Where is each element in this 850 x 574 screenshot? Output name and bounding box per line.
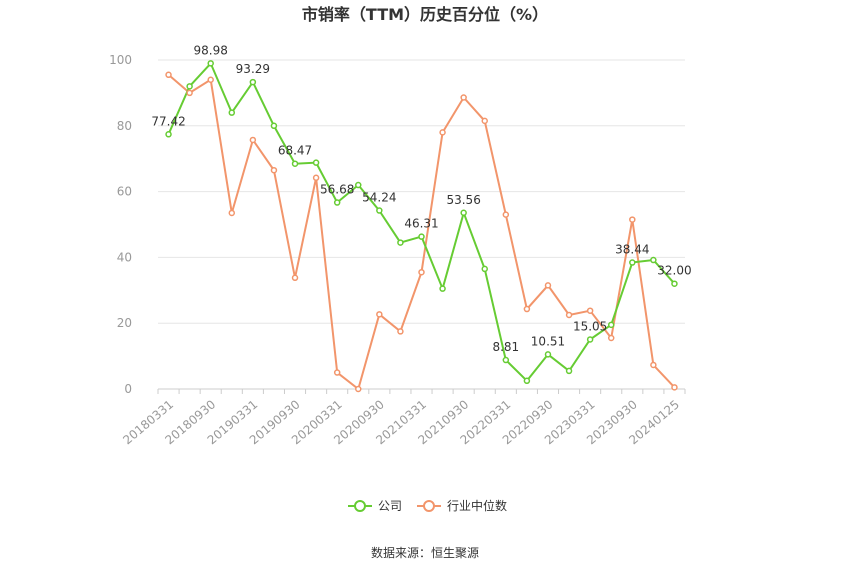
data-label: 15.05 xyxy=(573,319,607,333)
data-label: 98.98 xyxy=(194,43,228,57)
data-point xyxy=(418,268,425,276)
data-point xyxy=(481,265,488,273)
data-point xyxy=(312,159,320,166)
data-label: 32.00 xyxy=(657,264,691,278)
y-tick-label: 0 xyxy=(124,382,132,396)
data-point xyxy=(270,166,278,174)
legend-label: 行业中位数 xyxy=(447,498,507,513)
data-point xyxy=(671,384,678,391)
series-points xyxy=(165,60,678,393)
data-point xyxy=(586,307,594,314)
legend-marker xyxy=(423,500,435,512)
data-label: 10.51 xyxy=(531,334,565,348)
data-point xyxy=(502,356,510,364)
data-point xyxy=(355,385,362,393)
data-point xyxy=(165,71,172,79)
chart-title: 市销率（TTM）历史百分位（%） xyxy=(302,5,548,24)
data-point xyxy=(565,367,573,375)
data-point xyxy=(650,256,657,264)
legend-item[interactable]: 公司 xyxy=(348,499,402,513)
data-point xyxy=(397,328,404,335)
data-point xyxy=(481,117,488,125)
data-point xyxy=(650,361,657,369)
data-point xyxy=(165,131,172,138)
data-point xyxy=(291,160,299,167)
data-point xyxy=(270,122,278,130)
y-tick-label: 100 xyxy=(109,53,132,67)
data-label: 68.47 xyxy=(278,144,312,158)
legend[interactable]: 公司 行业中位数 xyxy=(348,498,507,513)
data-point xyxy=(460,209,467,217)
data-point xyxy=(460,94,467,101)
legend-item[interactable]: 行业中位数 xyxy=(417,498,507,513)
data-label: 38.44 xyxy=(615,243,649,257)
data-point xyxy=(249,136,257,144)
y-tick-label: 40 xyxy=(117,250,132,264)
legend-marker xyxy=(354,500,366,512)
data-point xyxy=(228,109,236,116)
series-line-industry-median xyxy=(167,74,676,391)
data-point xyxy=(228,209,236,217)
data-point xyxy=(333,369,341,376)
data-point xyxy=(397,239,404,246)
data-point xyxy=(586,336,594,343)
grid xyxy=(158,59,685,324)
data-point xyxy=(544,282,552,289)
data-point xyxy=(207,76,214,83)
data-label: 8.81 xyxy=(492,340,519,354)
data-point xyxy=(186,89,193,97)
data-point xyxy=(629,259,636,266)
y-axis-ticks: 0 20 40 60 80 100 xyxy=(109,53,132,396)
data-point xyxy=(671,280,678,287)
data-label: 56.68 xyxy=(320,183,354,197)
data-point xyxy=(312,174,320,182)
data-point xyxy=(544,351,552,358)
data-point xyxy=(207,60,214,67)
y-tick-label: 20 xyxy=(117,316,132,330)
data-point xyxy=(565,311,573,319)
data-point xyxy=(629,216,636,223)
data-label: 77.42 xyxy=(151,114,185,128)
data-point xyxy=(186,83,193,90)
data-point xyxy=(376,311,383,318)
data-point xyxy=(291,274,299,282)
data-labels: 77.42 98.98 93.29 68.47 56.68 54.24 46.31 53.56… xyxy=(151,43,691,354)
data-point xyxy=(439,129,446,136)
source-note: 数据来源：恒生聚源 xyxy=(371,545,479,560)
data-point xyxy=(607,321,615,329)
data-label: 53.56 xyxy=(446,193,480,207)
data-label: 93.29 xyxy=(236,62,270,76)
data-point xyxy=(355,181,362,189)
data-label: 46.31 xyxy=(404,217,438,231)
data-point xyxy=(523,305,531,313)
data-point xyxy=(418,233,425,240)
data-point xyxy=(333,199,341,206)
legend-label: 公司 xyxy=(378,499,402,513)
data-point xyxy=(502,211,510,218)
x-axis: 2018033120180930201903312019093020200331… xyxy=(120,388,686,447)
data-point xyxy=(607,334,615,342)
data-point xyxy=(439,285,446,292)
data-label: 54.24 xyxy=(362,191,396,205)
y-tick-label: 80 xyxy=(117,119,132,133)
y-tick-label: 60 xyxy=(117,185,132,199)
data-point xyxy=(376,207,383,214)
data-point xyxy=(249,78,257,86)
data-point xyxy=(523,377,531,385)
